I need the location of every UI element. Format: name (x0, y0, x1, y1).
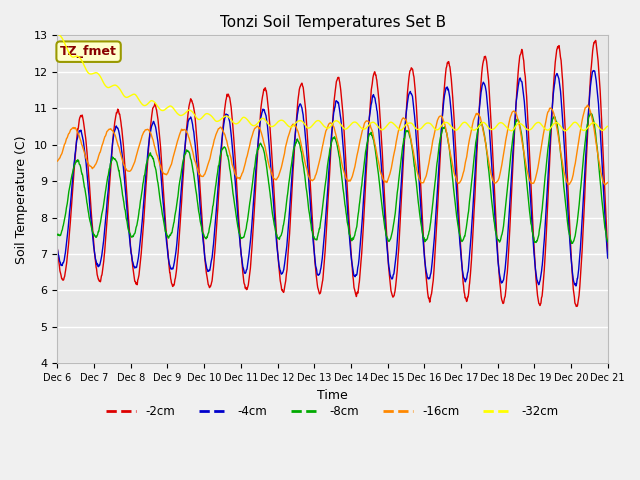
Y-axis label: Soil Temperature (C): Soil Temperature (C) (15, 135, 28, 264)
Text: TZ_fmet: TZ_fmet (60, 45, 117, 58)
Legend: -2cm, -4cm, -8cm, -16cm, -32cm: -2cm, -4cm, -8cm, -16cm, -32cm (102, 401, 564, 423)
X-axis label: Time: Time (317, 389, 348, 402)
Title: Tonzi Soil Temperatures Set B: Tonzi Soil Temperatures Set B (220, 15, 445, 30)
